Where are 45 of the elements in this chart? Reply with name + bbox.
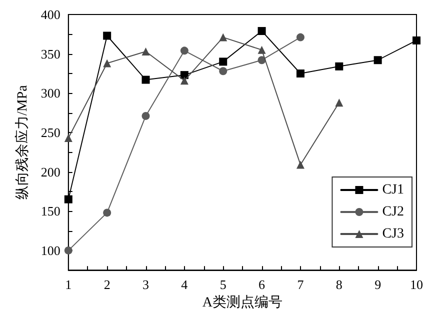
point	[142, 76, 150, 84]
point	[64, 195, 72, 204]
point	[142, 47, 150, 56]
y-tick-label: 100	[40, 242, 60, 258]
point	[296, 33, 304, 42]
y-axis-title: 纵向残余应力/MPa	[14, 84, 30, 200]
legend-label: CJ1	[382, 182, 404, 198]
legend-label: CJ3	[382, 226, 404, 242]
x-tick-label: 8	[336, 277, 342, 292]
point	[335, 98, 344, 107]
point	[64, 246, 72, 254]
x-tick-label: 9	[374, 277, 382, 292]
x-tick-label: 2	[104, 277, 110, 292]
point	[296, 69, 304, 78]
point	[103, 32, 112, 40]
y-tick-label: 350	[40, 46, 60, 62]
x-tick-label: 4	[181, 277, 188, 292]
y-tick-label: 300	[40, 86, 60, 101]
x-tick-label: 7	[297, 277, 304, 292]
legend-label: CJ2	[382, 204, 404, 220]
point	[103, 208, 112, 217]
point	[142, 112, 150, 120]
point	[412, 36, 420, 44]
y-tick-label: 200	[40, 164, 60, 180]
point	[180, 46, 188, 55]
point	[219, 67, 228, 76]
point	[374, 56, 382, 64]
point	[258, 46, 266, 54]
y-tick-label: 400	[40, 7, 60, 22]
point	[296, 160, 304, 169]
point	[219, 58, 228, 66]
point	[180, 76, 188, 85]
x-axis-title: A类测点编号	[202, 294, 283, 310]
x-tick-label: 3	[142, 277, 150, 292]
point	[103, 59, 112, 68]
x-tick-label: 10	[410, 277, 423, 292]
y-tick-label: 250	[40, 124, 60, 140]
point	[64, 134, 72, 142]
point	[258, 27, 266, 36]
point	[219, 33, 228, 42]
y-tick-label: 150	[40, 204, 60, 219]
x-tick-label: 1	[65, 277, 72, 292]
x-tick-label: 5	[220, 277, 226, 292]
x-tick-label: 6	[258, 277, 266, 292]
point	[335, 62, 344, 70]
